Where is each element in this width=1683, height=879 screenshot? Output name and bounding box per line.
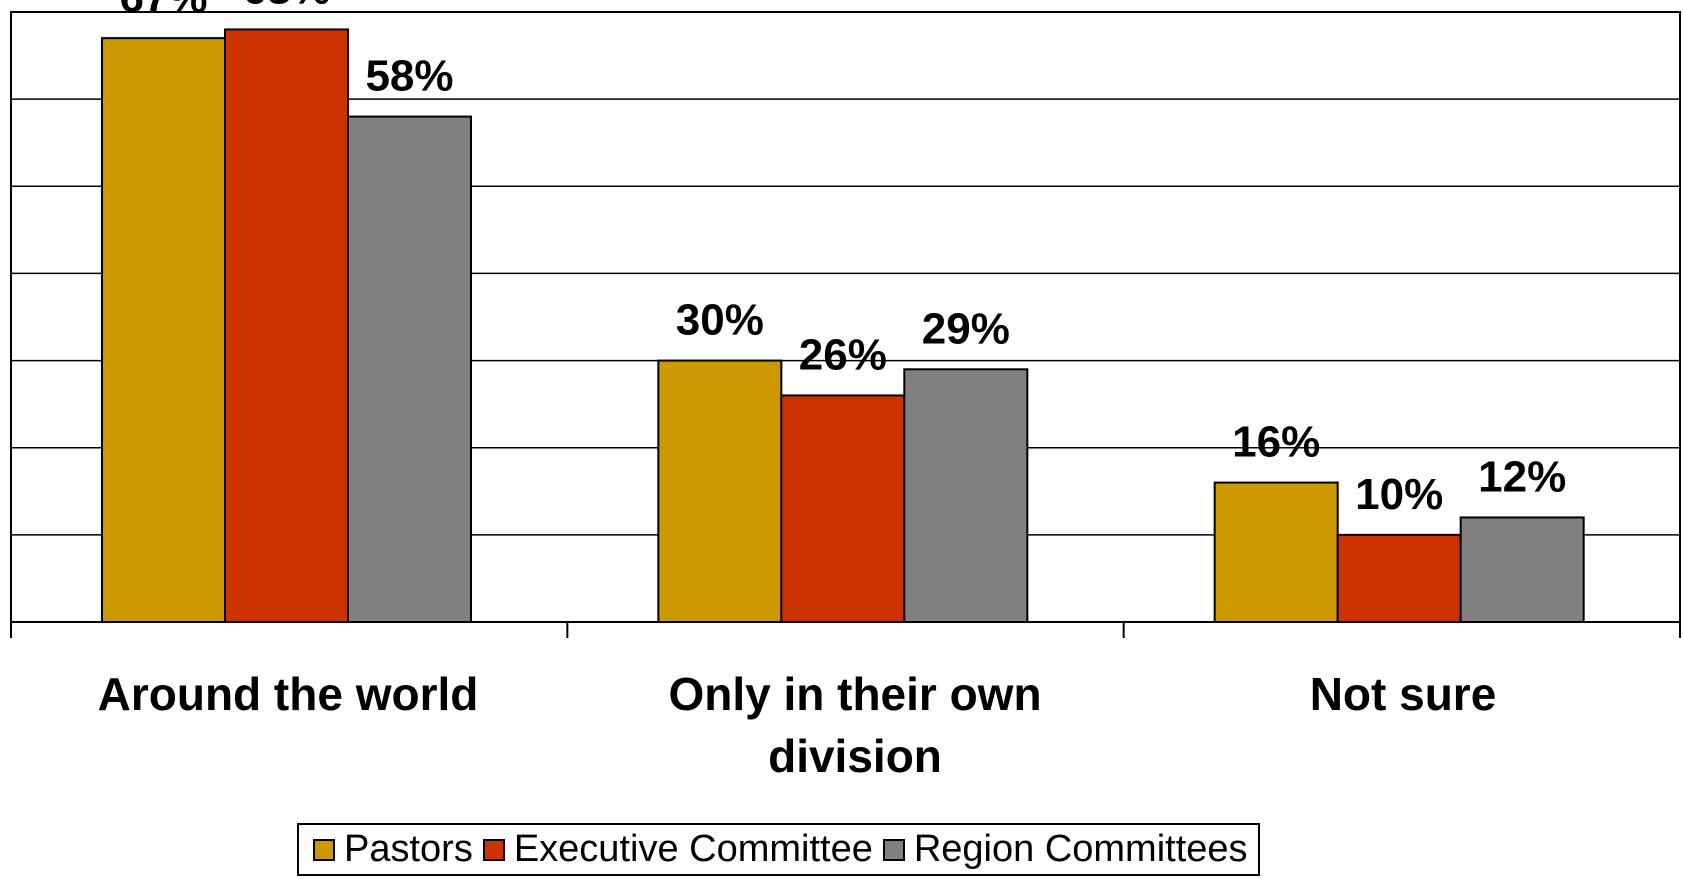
bar-region-committees-around-the-world (347, 115, 472, 623)
x-tick-label-only-in-their-own-division: Only in their own division (668, 668, 1042, 782)
x-tick-label-around-the-world: Around the world (97, 668, 479, 720)
legend-item-pastors: Pastors (313, 828, 473, 871)
legend-label-executive-committee: Executive Committee (513, 828, 873, 870)
bar-pastors-around-the-world (101, 37, 226, 623)
bars (101, 28, 1585, 624)
x-tick-label-not-sure: Not sure (1309, 668, 1497, 720)
bar-executive-committee-only-in-their-own-division (780, 394, 906, 623)
legend-swatch-executive-committee (482, 838, 505, 861)
data-label-region-committees-around-the-world: 58% (365, 52, 453, 101)
legend-item-executive-committee: Executive Committee (482, 828, 873, 871)
data-label-region-committees-only-in-their-own-division: 29% (922, 304, 1010, 353)
data-label-executive-committee-not-sure: 10% (1355, 470, 1443, 519)
data-label-pastors-only-in-their-own-division: 30% (676, 296, 764, 345)
data-label-pastors-around-the-world: 67% (119, 0, 207, 22)
x-axis (10, 621, 1681, 638)
legend-swatch-region-committees (882, 838, 905, 861)
legend-label-pastors: Pastors (344, 828, 473, 870)
data-label-executive-committee-only-in-their-own-division: 26% (799, 330, 887, 379)
legend-item-region-committees: Region Committees (882, 828, 1248, 871)
data-label-executive-committee-around-the-world: 68% (242, 0, 330, 13)
legend-swatch-pastors (313, 838, 335, 861)
bar-executive-committee-around-the-world (224, 28, 349, 623)
legend: Pastors Executive Committee Region Commi… (297, 823, 1260, 876)
legend-label-region-committees: Region Committees (913, 828, 1248, 870)
bar-region-committees-not-sure (1459, 516, 1585, 624)
data-labels: 67% 68% 58% 30% 26% 29% 16% 10% 12% (119, 0, 1566, 519)
bar-pastors-only-in-their-own-division (657, 359, 783, 623)
data-label-pastors-not-sure: 16% (1232, 418, 1320, 467)
bar-executive-committee-not-sure (1336, 533, 1462, 623)
bar-region-committees-only-in-their-own-division (903, 368, 1029, 623)
bar-pastors-not-sure (1213, 481, 1339, 624)
data-label-region-committees-not-sure: 12% (1478, 452, 1566, 501)
